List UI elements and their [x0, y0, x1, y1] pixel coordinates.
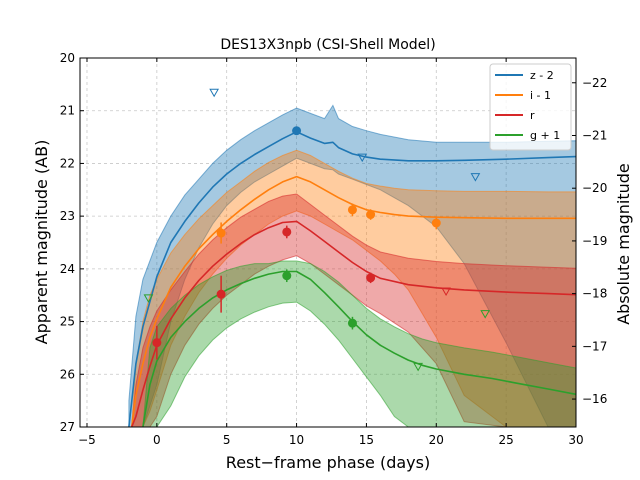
point-i-1 [347, 205, 357, 215]
point-i-1 [431, 218, 441, 228]
band-i-1 [131, 149, 576, 427]
uncertainty-bands [128, 104, 576, 427]
y-tick-label: 24 [60, 262, 75, 276]
point-i-1 [216, 228, 226, 238]
point-g-1 [282, 271, 292, 281]
x-tick-label: 30 [568, 433, 583, 447]
upper-limit-r [441, 287, 451, 297]
legend-label: i - 1 [530, 89, 551, 102]
line-i-1 [130, 175, 576, 427]
y-tick-label-right: −19 [582, 234, 607, 248]
y-tick-label: 22 [60, 156, 75, 170]
x-tick-label: 0 [153, 433, 161, 447]
upper-limit-g-1 [413, 362, 423, 372]
y-tick-label-right: −18 [582, 287, 607, 301]
upper-limit-z-2 [470, 173, 481, 182]
x-tick-label: 15 [359, 433, 374, 447]
y-tick-label: 25 [60, 315, 75, 329]
y-tick-label: 20 [60, 51, 75, 65]
y-tick-label: 27 [60, 420, 75, 434]
point-r [216, 289, 226, 299]
y-tick-label-right: −22 [582, 76, 607, 90]
band-z-2 [128, 104, 576, 427]
x-tick-label: 20 [429, 433, 444, 447]
y-tick-label-right: −16 [582, 392, 607, 406]
point-z-2 [292, 126, 302, 136]
y-tick-label: 26 [60, 367, 75, 381]
legend-box [489, 63, 572, 151]
y-axis-label-right: Absolute magnitude [614, 163, 633, 325]
band-g-1 [142, 260, 576, 427]
x-axis: −5 0 5 10 15 20 25 30 [78, 58, 584, 447]
upper-limit-g-1 [480, 310, 491, 319]
legend-label: g + 1 [530, 129, 560, 142]
legend-label: z - 2 [530, 69, 554, 82]
x-tick-label: 25 [499, 433, 514, 447]
plot-frame [79, 57, 577, 428]
x-tick-label: −5 [78, 433, 96, 447]
y-tick-label: 21 [60, 104, 75, 118]
upper-limit-g-1 [143, 294, 154, 303]
upper-limit-z-2 [209, 88, 219, 98]
data-markers [143, 88, 491, 372]
y-tick-label-right: −20 [582, 181, 607, 195]
x-axis-label: Rest−frame phase (days) [226, 453, 430, 472]
point-g-1 [347, 318, 357, 328]
upper-limit-z-2 [357, 153, 368, 163]
band-r [131, 193, 576, 427]
x-tick-label: 5 [223, 433, 231, 447]
point-r [282, 227, 292, 237]
x-tick-label: 10 [289, 433, 304, 447]
legend: z - 2 i - 1 r g + 1 [489, 63, 572, 151]
chart-title: DES13X3npb (CSI-Shell Model) [220, 37, 435, 53]
y-tick-label: 23 [60, 209, 75, 223]
point-r [366, 273, 376, 283]
y-axis-left: 20 21 22 23 24 25 26 27 [60, 51, 84, 434]
y-tick-label-right: −21 [582, 128, 607, 142]
legend-label: r [530, 109, 535, 122]
line-g-1 [142, 270, 576, 427]
y-axis-label: Apparent magnitude (AB) [32, 140, 51, 345]
point-i-1 [366, 210, 376, 220]
y-axis-right: −16 −17 −18 −19 −20 −21 −22 [572, 76, 607, 406]
y-tick-label-right: −17 [582, 339, 607, 353]
line-r [130, 220, 576, 427]
point-r [152, 338, 162, 348]
